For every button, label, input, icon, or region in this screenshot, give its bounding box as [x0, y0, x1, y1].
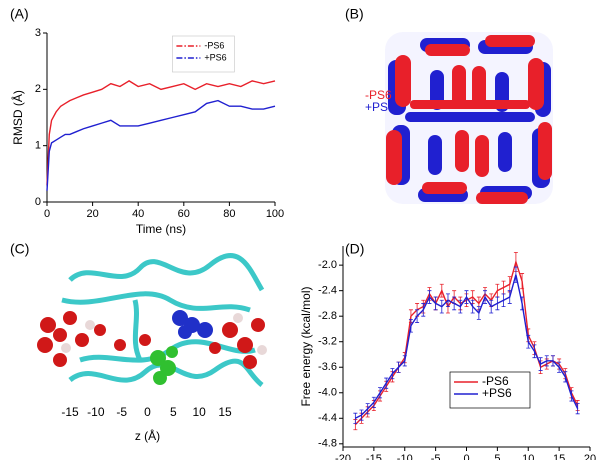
- y-axis-title: RMSD (Å): [10, 90, 25, 145]
- x-tick-label: -20: [335, 453, 351, 460]
- x-tick-label: 5: [494, 453, 500, 460]
- x-tick-label: 0: [463, 453, 469, 460]
- y-tick-label: 3: [35, 27, 41, 39]
- x-tick-label: 10: [522, 453, 534, 460]
- x-tick-label: 15: [553, 453, 565, 460]
- panel-label: (B): [345, 6, 364, 22]
- red-helices: [386, 35, 552, 204]
- y-tick-label: 0: [35, 196, 41, 208]
- blue-molecule: [172, 310, 213, 339]
- x-tick-label: 20: [86, 208, 98, 220]
- legend-label: -PS6: [204, 40, 224, 50]
- x-tick-label: 100: [266, 208, 284, 220]
- x-tick-label: -5: [431, 453, 441, 460]
- legend-box: [449, 371, 531, 409]
- structure-label: +PS6: [365, 100, 395, 114]
- error-bar: [575, 403, 580, 415]
- x-tick-label: -5: [116, 405, 127, 419]
- legend-label: +PS6: [482, 386, 512, 400]
- y-tick-label: 1: [35, 140, 41, 152]
- channel-structure: [37, 253, 267, 387]
- y-tick-label: -4.0: [318, 387, 337, 399]
- y-tick-label: -2.8: [318, 310, 337, 322]
- x-tick-label: 20: [584, 453, 596, 460]
- data-line: [355, 274, 579, 419]
- legend-label: -PS6: [482, 374, 509, 388]
- x-tick-label: 5: [170, 405, 177, 419]
- x-tick-label: -10: [397, 453, 413, 460]
- x-tick-label: -10: [87, 405, 105, 419]
- y-tick-label: -4.8: [318, 438, 337, 450]
- x-tick-label: 60: [178, 208, 190, 220]
- x-tick-label: -15: [61, 405, 79, 419]
- green-molecule: [150, 346, 178, 385]
- protein-structure: [385, 32, 553, 204]
- x-tick-label: 15: [218, 405, 232, 419]
- panel-label: (C): [10, 241, 29, 257]
- x-tick-label: 0: [44, 208, 50, 220]
- data-line: [46, 80, 276, 186]
- x-axis-title: z (Å): [135, 428, 160, 443]
- white-spheres: [61, 313, 267, 355]
- panel-label: (A): [10, 6, 29, 22]
- structure-label: -PS6: [365, 88, 392, 102]
- data-line: [46, 99, 276, 191]
- x-tick-label: 10: [192, 405, 206, 419]
- legend-label: +PS6: [204, 52, 226, 62]
- y-tick-label: -2.0: [318, 259, 337, 271]
- x-tick-label: 80: [223, 208, 235, 220]
- x-tick-label: -15: [366, 453, 382, 460]
- y-axis-title: Free energy (kcal/mol): [299, 286, 313, 406]
- y-tick-label: -2.4: [318, 285, 337, 297]
- panel-label: (D): [345, 241, 364, 257]
- y-tick-label: 2: [35, 83, 41, 95]
- x-axis-title: Time (ns): [136, 222, 186, 236]
- y-tick-label: -3.2: [318, 336, 337, 348]
- x-tick-label: 40: [132, 208, 144, 220]
- y-tick-label: -4.4: [318, 412, 337, 424]
- y-tick-label: -3.6: [318, 361, 337, 373]
- legend-box: [172, 35, 235, 73]
- red-spheres: [37, 311, 265, 369]
- x-tick-label: 0: [144, 405, 151, 419]
